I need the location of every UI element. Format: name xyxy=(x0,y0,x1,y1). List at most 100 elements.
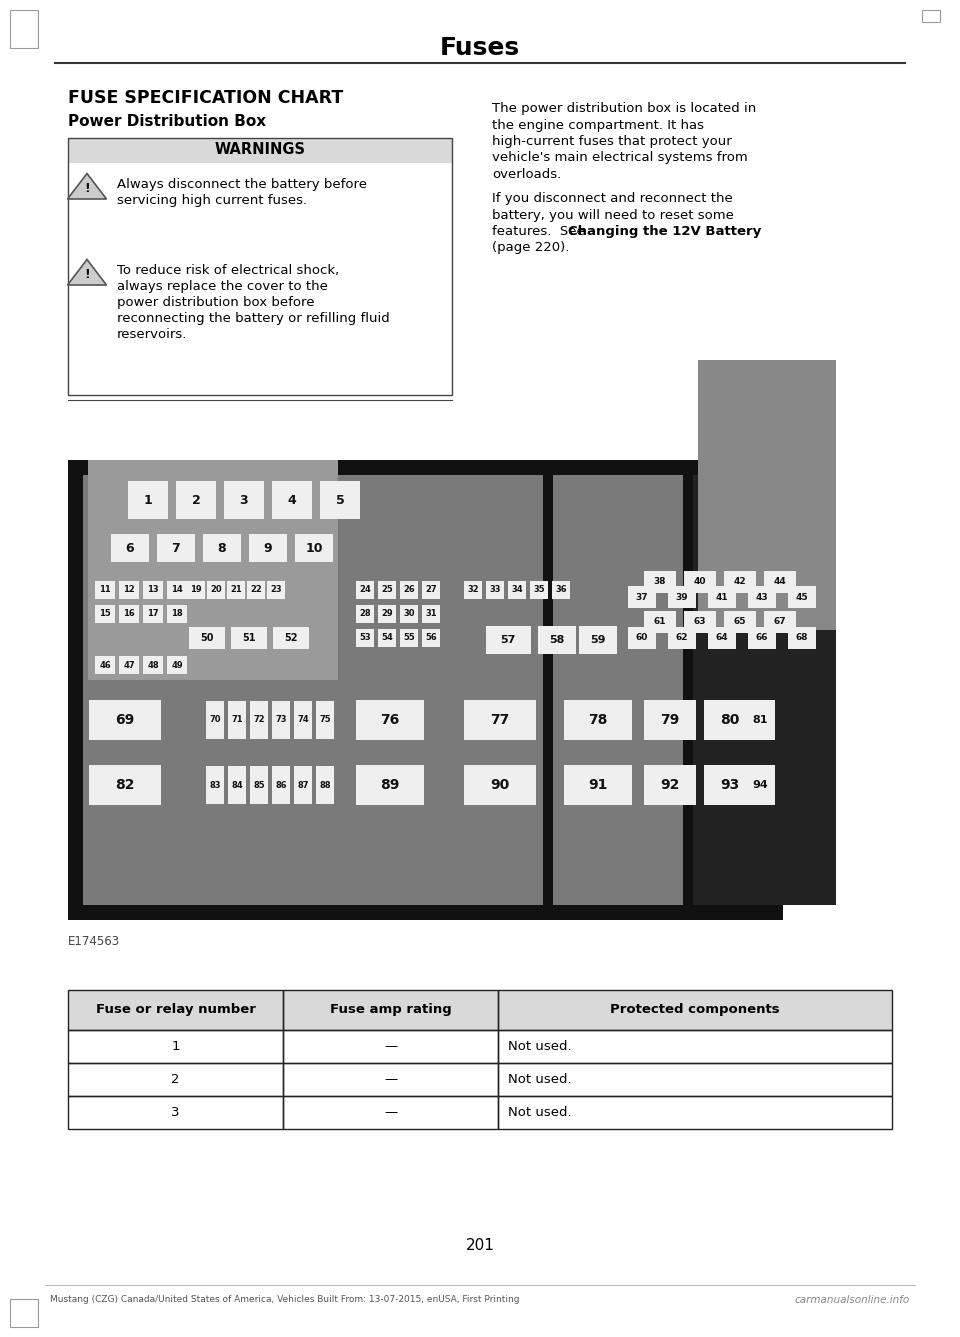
Text: 2: 2 xyxy=(171,1074,180,1086)
Bar xyxy=(111,533,149,562)
Text: 26: 26 xyxy=(403,586,415,595)
Text: 25: 25 xyxy=(381,586,393,595)
Bar xyxy=(553,475,683,905)
Bar xyxy=(206,766,224,804)
Text: !: ! xyxy=(84,182,90,195)
Bar xyxy=(724,571,756,594)
Bar xyxy=(68,989,892,1029)
Text: 60: 60 xyxy=(636,634,648,643)
Text: 32: 32 xyxy=(468,586,479,595)
Text: 6: 6 xyxy=(126,541,134,555)
Text: 35: 35 xyxy=(533,586,545,595)
Text: The power distribution box is located in: The power distribution box is located in xyxy=(492,102,756,115)
Text: 1: 1 xyxy=(171,1040,180,1054)
Text: WARNINGS: WARNINGS xyxy=(214,143,305,158)
Text: 92: 92 xyxy=(660,778,680,792)
Bar xyxy=(486,582,504,599)
Bar xyxy=(228,701,246,739)
Text: power distribution box before: power distribution box before xyxy=(117,295,315,309)
Bar xyxy=(187,582,205,599)
Text: 81: 81 xyxy=(753,715,768,725)
Text: overloads.: overloads. xyxy=(492,168,562,180)
Text: 62: 62 xyxy=(676,634,688,643)
Bar xyxy=(498,989,892,1029)
Text: 34: 34 xyxy=(511,586,523,595)
Text: 94: 94 xyxy=(752,779,768,790)
Bar xyxy=(788,586,816,608)
Bar xyxy=(10,1300,38,1328)
Bar xyxy=(464,765,536,805)
Text: 72: 72 xyxy=(253,715,265,725)
Text: 79: 79 xyxy=(660,713,680,727)
Bar xyxy=(88,460,338,681)
Text: 38: 38 xyxy=(654,578,666,587)
Bar xyxy=(422,606,440,623)
Bar xyxy=(684,571,716,594)
Bar xyxy=(294,701,312,739)
Bar xyxy=(628,586,656,608)
Text: 1: 1 xyxy=(144,493,153,507)
Bar xyxy=(644,611,676,632)
Bar xyxy=(356,765,424,805)
Bar xyxy=(704,765,756,805)
Text: 27: 27 xyxy=(425,586,437,595)
Text: 36: 36 xyxy=(555,586,566,595)
Text: 44: 44 xyxy=(774,578,786,587)
Bar xyxy=(356,606,374,623)
Text: high-current fuses that protect your: high-current fuses that protect your xyxy=(492,135,732,148)
Text: —: — xyxy=(384,1074,397,1086)
Bar xyxy=(316,766,334,804)
Text: 3: 3 xyxy=(240,493,249,507)
Bar xyxy=(206,701,224,739)
Text: 83: 83 xyxy=(209,781,221,790)
Text: 42: 42 xyxy=(733,578,746,587)
Bar xyxy=(68,1096,283,1128)
Text: 74: 74 xyxy=(298,715,309,725)
Bar xyxy=(247,582,265,599)
Bar xyxy=(294,766,312,804)
Bar xyxy=(283,989,498,1029)
Text: 40: 40 xyxy=(694,578,707,587)
Text: 45: 45 xyxy=(796,592,808,602)
Text: 87: 87 xyxy=(298,781,309,790)
Text: 76: 76 xyxy=(380,713,399,727)
Text: 93: 93 xyxy=(720,778,739,792)
Bar xyxy=(272,766,290,804)
Bar xyxy=(788,627,816,648)
Text: —: — xyxy=(384,1040,397,1054)
Text: If you disconnect and reconnect the: If you disconnect and reconnect the xyxy=(492,193,732,205)
Text: 50: 50 xyxy=(201,632,214,643)
Bar xyxy=(167,606,187,623)
Bar xyxy=(498,1029,892,1063)
Text: Protected components: Protected components xyxy=(611,1004,780,1016)
Text: 58: 58 xyxy=(549,635,564,644)
Bar xyxy=(400,628,418,647)
Text: carmanualsonline.info: carmanualsonline.info xyxy=(795,1296,910,1305)
Bar xyxy=(224,481,264,519)
Text: vehicle's main electrical systems from: vehicle's main electrical systems from xyxy=(492,151,748,164)
Text: 90: 90 xyxy=(491,778,510,792)
Text: 54: 54 xyxy=(381,634,393,643)
Text: 56: 56 xyxy=(425,634,437,643)
Bar xyxy=(748,627,776,648)
Bar xyxy=(68,138,452,394)
Text: 11: 11 xyxy=(99,586,110,595)
Text: 20: 20 xyxy=(210,586,222,595)
Text: 86: 86 xyxy=(276,781,287,790)
Bar xyxy=(68,1029,283,1063)
Bar xyxy=(564,701,632,739)
Bar xyxy=(564,765,632,805)
Bar xyxy=(498,1096,892,1128)
Bar xyxy=(207,582,225,599)
Text: 39: 39 xyxy=(676,592,688,602)
Text: 52: 52 xyxy=(284,632,298,643)
Bar xyxy=(167,582,187,599)
Text: 69: 69 xyxy=(115,713,134,727)
Text: 75: 75 xyxy=(319,715,331,725)
Text: 53: 53 xyxy=(359,634,371,643)
Text: reconnecting the battery or refilling fluid: reconnecting the battery or refilling fl… xyxy=(117,312,390,325)
Bar xyxy=(250,766,268,804)
Text: 47: 47 xyxy=(123,660,134,670)
Bar xyxy=(320,481,360,519)
Text: 28: 28 xyxy=(359,610,371,619)
